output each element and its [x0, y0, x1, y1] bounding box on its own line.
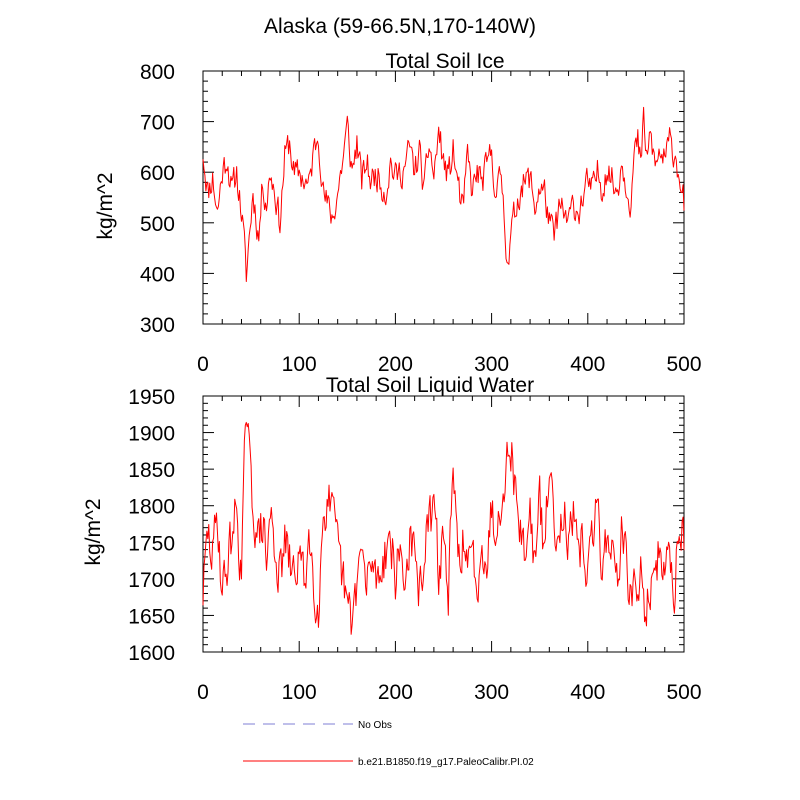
legend-label-no-obs: No Obs [358, 720, 392, 731]
y-tick-label: 500 [140, 213, 175, 236]
series-group [202, 421, 685, 635]
y-tick-label: 800 [140, 61, 175, 84]
y-tick-label: 1600 [128, 642, 175, 665]
y-tick-label: 1750 [128, 532, 175, 555]
series-line [202, 421, 685, 635]
series-group [202, 106, 685, 283]
x-tick-label: 400 [570, 353, 605, 376]
y-axis-label: kg/m^2 [82, 498, 105, 565]
y-tick-label: 1950 [128, 386, 175, 409]
x-tick-label: 400 [570, 681, 605, 704]
x-tick-label: 0 [197, 681, 209, 704]
legend-label-model: b.e21.B1850.f19_g17.PaleoCalibr.PI.02 [358, 757, 534, 768]
series-line [202, 106, 685, 283]
chart-title: Total Soil Liquid Water [326, 374, 534, 397]
chart-panel-soil-ice: Total Soil Ice kg/m^2 0 100 200 300 400 500 30… [94, 50, 702, 376]
legend: No Obs b.e21.B1850.f19_g17.PaleoCalibr.P… [243, 720, 534, 768]
y-tick-label: 1700 [128, 569, 175, 592]
y-tick-label: 700 [140, 112, 175, 135]
y-tick-label: 600 [140, 162, 175, 185]
tick-label-group: 0 100 200 300 400 500 300 400 500 600 700 800 [140, 61, 702, 376]
x-tick-label: 200 [378, 681, 413, 704]
x-tick-label: 100 [282, 681, 317, 704]
x-tick-label: 300 [474, 681, 509, 704]
y-tick-label: 1850 [128, 459, 175, 482]
y-tick-label: 400 [140, 263, 175, 286]
plot-frame [202, 395, 685, 653]
chart-title: Total Soil Ice [385, 50, 504, 73]
y-axis-label: kg/m^2 [94, 172, 117, 239]
x-tick-label: 500 [666, 681, 701, 704]
x-tick-label: 200 [378, 353, 413, 376]
chart-panel-soil-liquid-water: Total Soil Liquid Water kg/m^2 0 100 200 30… [82, 374, 702, 704]
tick-label-group: 0 100 200 300 400 500 1600 1650 1700 1750 1800 1850… [128, 386, 701, 704]
x-tick-label: 300 [474, 353, 509, 376]
y-tick-label: 1900 [128, 423, 175, 446]
y-tick-label: 1800 [128, 496, 175, 519]
x-tick-label: 0 [197, 353, 209, 376]
figure-title: Alaska (59-66.5N,170-140W) [264, 15, 536, 38]
tick-group [202, 395, 685, 653]
x-tick-label: 100 [282, 353, 317, 376]
x-tick-label: 500 [666, 353, 701, 376]
y-tick-label: 300 [140, 314, 175, 337]
y-tick-label: 1650 [128, 605, 175, 628]
tick-group [202, 70, 685, 325]
